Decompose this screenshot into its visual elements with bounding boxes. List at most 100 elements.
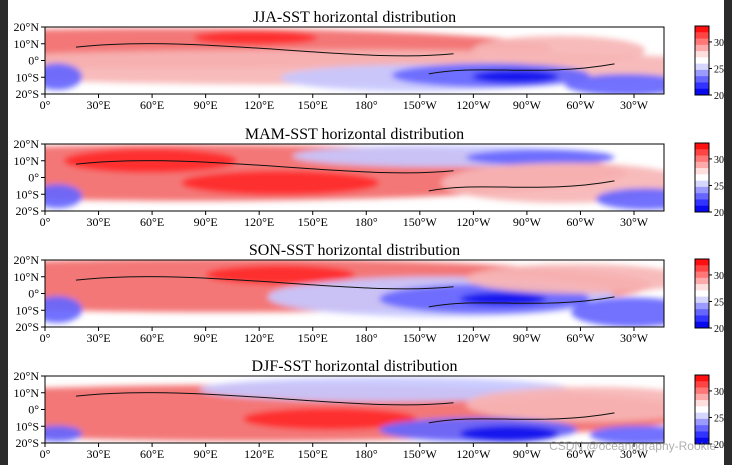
colorbar-segment-2-10 xyxy=(695,199,709,207)
y-tick-label-4-3: 0° xyxy=(28,403,39,417)
x-tick-label-3-8: 150°W xyxy=(403,331,438,345)
sst-field-blob-2-3 xyxy=(181,170,380,195)
sst-field-blob-3-8 xyxy=(45,296,83,323)
colorbar-segment-1-1 xyxy=(695,26,709,33)
colorbar-segment-4-3 xyxy=(695,387,709,395)
colorbar-segment-4-10 xyxy=(695,431,709,439)
colorbar-segment-1-3 xyxy=(695,38,709,46)
contour-line-3-a xyxy=(75,276,454,290)
colorbar-segment-4-2 xyxy=(695,381,709,389)
panel-title-1: JJA-SST horizontal distribution xyxy=(253,9,456,26)
colorbar-segment-4-9 xyxy=(695,425,709,432)
y-tick-label-3-4: 10°S xyxy=(16,303,39,317)
x-tick-label-3-7: 180° xyxy=(355,331,378,345)
colorbar-tick-label-2-1: 30 xyxy=(714,155,724,166)
colorbar-3: 30 25 20 xyxy=(694,258,724,335)
colorbar-segment-3-9 xyxy=(695,309,709,316)
colorbar-segment-3-1 xyxy=(695,259,709,266)
x-tick-label-4-9: 120°W xyxy=(456,447,491,461)
sst-field-blob-1-9 xyxy=(45,63,83,90)
sst-field-blob-4-3 xyxy=(199,377,572,402)
x-tick-label-1-6: 150°E xyxy=(298,98,328,112)
sst-field-blob-4-5 xyxy=(459,425,559,442)
contour-line-2-b xyxy=(428,180,615,192)
sst-field-blob-3-6 xyxy=(465,264,664,294)
y-tick-label-2-3: 0° xyxy=(28,171,39,185)
y-tick-label-2-4: 10°S xyxy=(16,187,39,201)
colorbar-segment-2-6 xyxy=(695,174,709,182)
x-tick-label-3-12: 30°W xyxy=(620,331,649,345)
colorbar-frame-2 xyxy=(694,142,710,213)
colorbar-frame-4 xyxy=(694,374,710,445)
colorbar-4: 30 25 20 xyxy=(694,374,724,451)
colorbar-frame-1 xyxy=(694,25,710,96)
x-tick-label-1-4: 90°E xyxy=(194,98,218,112)
x-tick-label-4-5: 120°E xyxy=(244,447,274,461)
colorbar-segment-1-7 xyxy=(695,63,709,71)
sst-field-blob-1-2 xyxy=(193,31,318,45)
colorbar-segment-1-5 xyxy=(695,51,709,58)
colorbar-tick-label-1-1: 30 xyxy=(714,38,724,49)
colorbar-tick-label-4-2: 25 xyxy=(714,413,724,424)
x-tick-label-4-12: 30°W xyxy=(620,447,649,461)
colorbar-segment-4-6 xyxy=(695,406,709,414)
x-tick-label-4-11: 60°W xyxy=(566,447,595,461)
sst-field-blob-1-7 xyxy=(472,35,646,66)
x-tick-label-4-3: 60°E xyxy=(140,447,164,461)
colorbar-segment-2-3 xyxy=(695,155,709,163)
y-tick-label-1-2: 10°N xyxy=(14,37,40,51)
colorbar-segment-3-6 xyxy=(695,290,709,298)
colorbar-segment-2-4 xyxy=(695,161,709,169)
x-tick-label-1-2: 30°E xyxy=(86,98,110,112)
panel-title-4: DJF-SST horizontal distribution xyxy=(252,358,458,375)
colorbar-segment-4-8 xyxy=(695,418,709,426)
sst-field-blob-4-7 xyxy=(589,425,664,443)
colorbar-segment-1-6 xyxy=(695,57,709,65)
x-tick-label-2-1: 0° xyxy=(40,215,51,229)
x-tick-label-3-2: 30°E xyxy=(86,331,110,345)
colorbar-tick-label-2-3: 20 xyxy=(714,208,724,219)
y-tick-label-2-2: 10°N xyxy=(14,154,40,168)
sst-field-blob-2-8 xyxy=(45,184,83,209)
y-tick-label-3-5: 20°S xyxy=(16,320,39,334)
sst-field-blob-2-5 xyxy=(465,149,615,166)
x-tick-label-3-3: 60°E xyxy=(140,331,164,345)
colorbar-segment-3-7 xyxy=(695,296,709,304)
colorbar-tick-label-3-2: 25 xyxy=(714,297,724,308)
colorbar-segment-3-4 xyxy=(695,277,709,285)
colorbar-segment-4-1 xyxy=(695,375,709,382)
x-tick-label-2-6: 150°E xyxy=(298,215,328,229)
colorbar-tick-label-4-3: 20 xyxy=(714,440,724,451)
x-tick-label-1-11: 60°W xyxy=(566,98,595,112)
x-tick-label-4-4: 90°E xyxy=(194,447,218,461)
sst-panel-2: MAM-SST horizontal distribution 20°N 10°N 0… xyxy=(14,126,724,229)
x-tick-label-3-1: 0° xyxy=(40,331,51,345)
sst-field-blob-3-5 xyxy=(459,292,547,306)
colorbar-frame-3 xyxy=(694,258,710,329)
y-tick-label-1-3: 0° xyxy=(28,54,39,68)
sst-field-blob-4-6 xyxy=(465,386,664,422)
colorbar-tick-label-1-3: 20 xyxy=(714,91,724,102)
colorbar-segment-4-7 xyxy=(695,412,709,420)
colorbar-segment-2-1 xyxy=(695,143,709,150)
contour-line-4-a xyxy=(75,392,454,406)
y-tick-label-1-5: 20°S xyxy=(16,87,39,101)
x-tick-label-2-8: 150°W xyxy=(403,215,438,229)
y-tick-label-2-5: 20°S xyxy=(16,204,39,218)
contour-line-1-a xyxy=(75,43,454,57)
sst-field-blob-1-6 xyxy=(472,69,559,84)
colorbar-segment-2-2 xyxy=(695,149,709,157)
watermark-text: CSDN @oceanography-Rookie xyxy=(549,439,716,453)
colorbar-segment-2-11 xyxy=(695,205,709,213)
colorbar-segment-1-11 xyxy=(695,88,709,96)
sst-field-blob-4-8 xyxy=(45,425,83,442)
panel-title-3: SON-SST horizontal distribution xyxy=(249,242,460,259)
y-tick-label-2-1: 20°N xyxy=(14,137,40,151)
colorbar-tick-label-3-3: 20 xyxy=(714,324,724,335)
y-tick-label-3-2: 10°N xyxy=(14,270,40,284)
colorbar-segment-4-11 xyxy=(695,437,709,445)
colorbar-segment-3-2 xyxy=(695,265,709,273)
x-tick-label-2-9: 120°W xyxy=(456,215,491,229)
x-tick-label-3-9: 120°W xyxy=(456,331,491,345)
x-tick-label-2-4: 90°E xyxy=(194,215,218,229)
